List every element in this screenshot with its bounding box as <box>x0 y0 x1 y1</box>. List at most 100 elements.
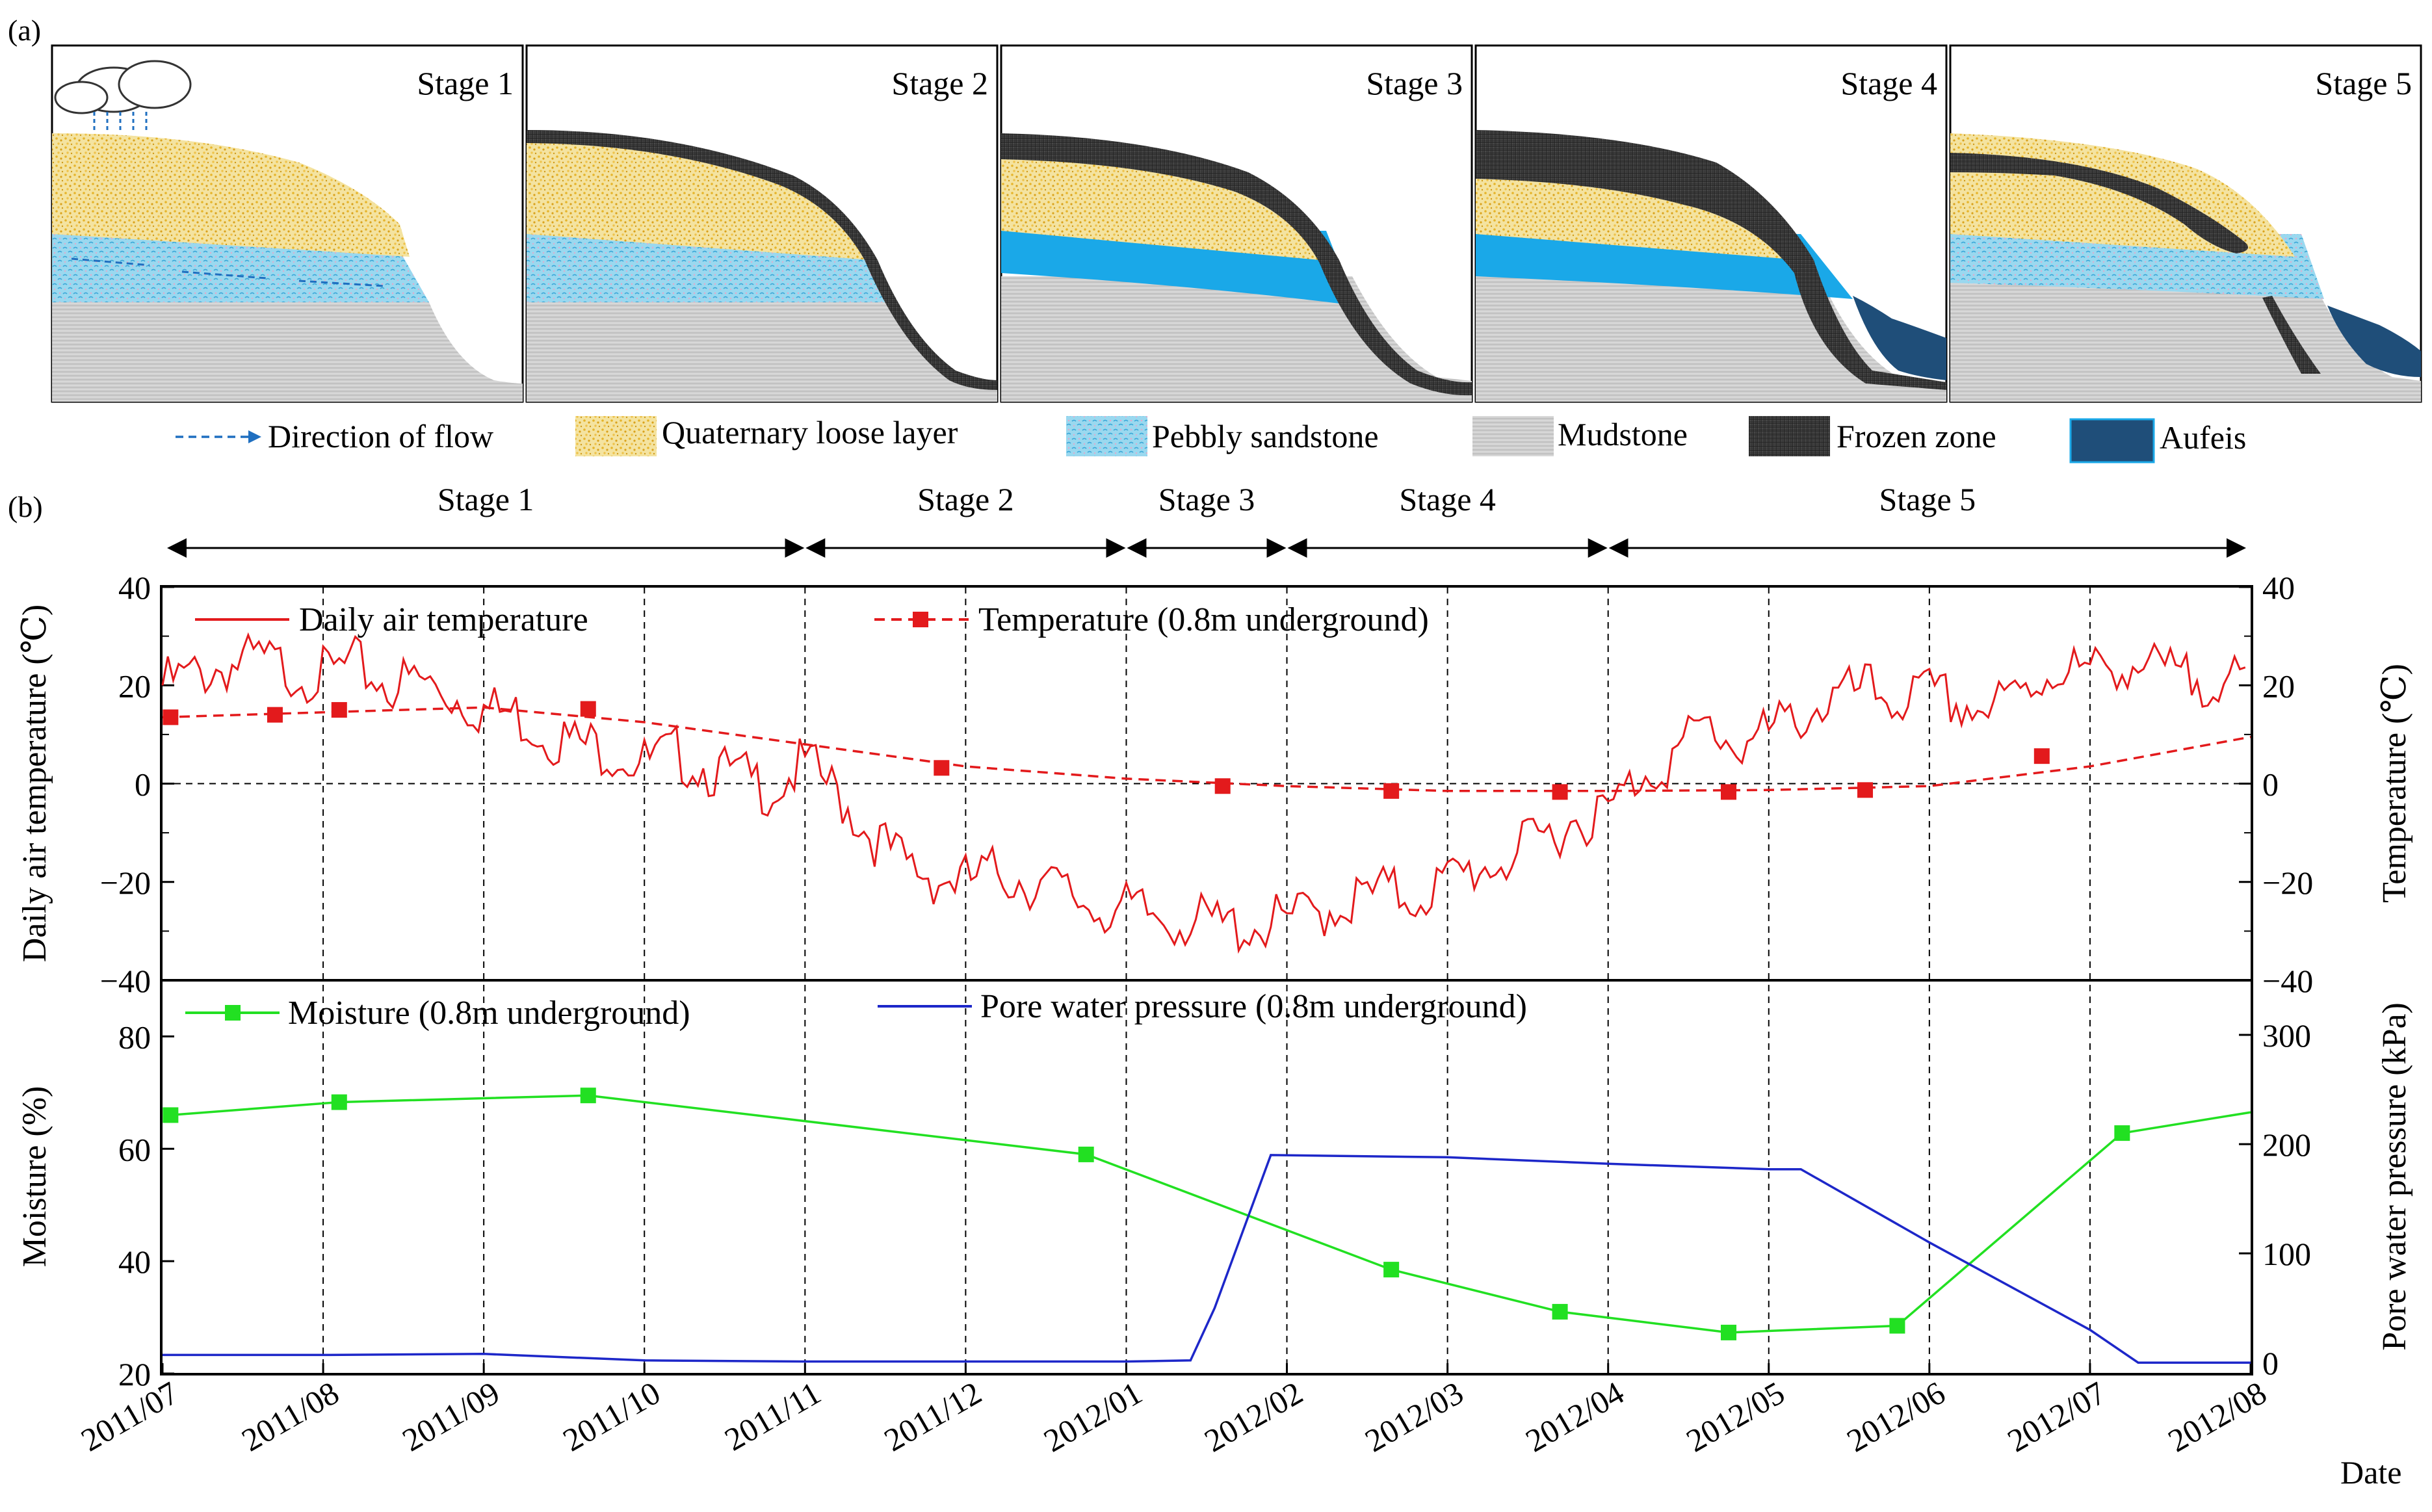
legend-label-moisture: Moisture (0.8m underground) <box>288 995 690 1032</box>
moisture-marker <box>1383 1262 1400 1278</box>
y-tick-label: 0 <box>135 766 151 803</box>
ground-temp-marker <box>1857 782 1874 798</box>
stage-1-diagram: Stage 1 <box>51 44 524 403</box>
y-label-ground-temp: Temperature (℃) <box>2376 664 2413 903</box>
x-tick-label: 2011/10 <box>556 1374 666 1459</box>
stage-span-label: Stage 2 <box>917 481 1014 517</box>
flow-arrow-icon <box>71 257 384 287</box>
ground-temp-marker <box>1721 784 1736 800</box>
x-tick-label: 2012/08 <box>2162 1374 2273 1459</box>
y-tick-label: 60 <box>118 1131 151 1167</box>
series-pore-water-pressure <box>163 1154 2251 1364</box>
legend-label-flow: Direction of flow <box>268 418 493 454</box>
x-tick-label: 2012/03 <box>1359 1374 1469 1459</box>
x-tick-label: 2011/09 <box>396 1374 505 1459</box>
stage-span-label: Stage 1 <box>438 481 534 517</box>
legend-item-frozen: Frozen zone <box>1749 416 1996 456</box>
ground-temp-marker <box>2033 748 2050 764</box>
stage-2-diagram: Stage 2 <box>525 44 999 403</box>
series-moisture <box>170 1094 2251 1334</box>
stage-3-title: Stage 3 <box>1366 65 1463 101</box>
y-tick-label-right: 0 <box>2262 766 2279 803</box>
y-tick-label: 20 <box>118 668 151 704</box>
series <box>161 632 2251 1364</box>
moisture-marker <box>1078 1146 1094 1162</box>
rain-cloud-icon <box>54 60 192 133</box>
x-label-date: Date <box>2340 1454 2401 1491</box>
legend-air-temp: Daily air temperature <box>195 601 588 638</box>
legend-label-quaternary: Quaternary loose layer <box>662 414 958 450</box>
legend-item-pebbly: Pebbly sandstone <box>1066 416 1379 456</box>
legend-pore-pressure: Pore water pressure (0.8m underground) <box>878 988 1527 1025</box>
moisture-marker <box>1889 1318 1905 1334</box>
y-tick-label-right: 0 <box>2262 1345 2279 1381</box>
ground-temp-marker <box>934 760 950 776</box>
x-tick-label: 2012/01 <box>1038 1374 1148 1459</box>
series-ground-temperature <box>162 706 2251 792</box>
ground-temp-marker <box>267 707 283 723</box>
y-tick-label-right: 40 <box>2262 569 2295 606</box>
ground-temp-marker <box>331 702 347 718</box>
legend-item-mudstone: Mudstone <box>1472 416 1688 456</box>
ground-temp-marker <box>1552 784 1568 800</box>
stage-span-label: Stage 4 <box>1399 481 1496 517</box>
stage-5-diagram: Stage 5 <box>1949 44 2422 403</box>
stage-2-title: Stage 2 <box>891 65 988 101</box>
stage-span-label: Stage 3 <box>1158 481 1255 517</box>
y-tick-label: −20 <box>100 865 151 901</box>
legend-item-aufeis: Aufeis <box>2069 418 2246 463</box>
y-tick-label-right: 100 <box>2262 1236 2311 1272</box>
moisture-marker <box>580 1088 596 1104</box>
legend-item-quaternary: Quaternary loose layer <box>575 414 958 456</box>
x-tick-label: 2012/05 <box>1680 1374 1790 1459</box>
legend-a: Direction of flow Quaternary loose layer… <box>176 414 2246 463</box>
y-tick-label-right: 300 <box>2262 1017 2311 1054</box>
y-label-moisture: Moisture (%) <box>16 1086 53 1268</box>
y-label-air-temp: Daily air temperature (℃) <box>16 605 53 962</box>
moisture-marker <box>2114 1125 2130 1141</box>
stage-timeline: Stage 1 Stage 2 Stage 3 Stage 4 Stage 5 <box>167 481 2246 558</box>
legend-label-pore-pressure: Pore water pressure (0.8m underground) <box>980 988 1527 1025</box>
panel-b-label: (b) <box>8 490 43 523</box>
legend-label-frozen: Frozen zone <box>1837 418 1996 454</box>
stage-span-label: Stage 5 <box>1879 481 1976 517</box>
stage-4-title: Stage 4 <box>1840 65 1937 101</box>
ground-temp-marker <box>580 701 596 717</box>
moisture-plot-frame <box>160 979 2253 1375</box>
y-tick-label-right: 20 <box>2262 668 2295 704</box>
legend-label-pebbly: Pebbly sandstone <box>1152 418 1379 454</box>
stage-5-title: Stage 5 <box>2315 65 2412 101</box>
legend-label-aufeis: Aufeis <box>2160 419 2246 456</box>
y-tick-label-right: −40 <box>2262 963 2313 999</box>
y-tick-label: 80 <box>118 1019 151 1055</box>
legend-label-mudstone: Mudstone <box>1558 416 1688 452</box>
legend-moisture: Moisture (0.8m underground) <box>185 995 690 1032</box>
legend-label-ground-temp: Temperature (0.8m underground) <box>978 601 1429 638</box>
x-tick-label: 2011/12 <box>878 1374 987 1459</box>
ground-temp-marker <box>163 709 179 725</box>
x-tick-label: 2012/02 <box>1198 1374 1309 1459</box>
stage-3-diagram: Stage 3 <box>1000 44 1473 403</box>
legend-item-flow: Direction of flow <box>176 418 493 454</box>
moisture-marker <box>331 1094 347 1110</box>
x-tick-label: 2011/11 <box>718 1374 827 1458</box>
x-tick-label: 2012/07 <box>2001 1374 2112 1459</box>
y-tick-label: 40 <box>118 569 151 606</box>
x-tick-label: 2011/08 <box>235 1374 345 1459</box>
y-tick-label: −40 <box>100 963 151 999</box>
ground-temp-marker <box>1383 783 1400 799</box>
panel-a-label: (a) <box>8 14 41 47</box>
stage-4-diagram: Stage 4 <box>1474 44 1948 403</box>
y-label-pore-pressure: Pore water pressure (kPa) <box>2376 1002 2413 1351</box>
legend-label-air-temp: Daily air temperature <box>299 601 588 638</box>
y-tick-label: 40 <box>118 1244 151 1280</box>
x-tick-label: 2012/06 <box>1840 1374 1951 1459</box>
legend-ground-temp: Temperature (0.8m underground) <box>874 601 1429 638</box>
ground-temp-marker <box>1214 778 1231 794</box>
y-tick-label-right: −20 <box>2262 865 2313 901</box>
grid-lines <box>163 587 2251 1374</box>
moisture-marker <box>1721 1324 1736 1340</box>
moisture-marker <box>163 1107 179 1123</box>
moisture-marker <box>1552 1303 1568 1320</box>
